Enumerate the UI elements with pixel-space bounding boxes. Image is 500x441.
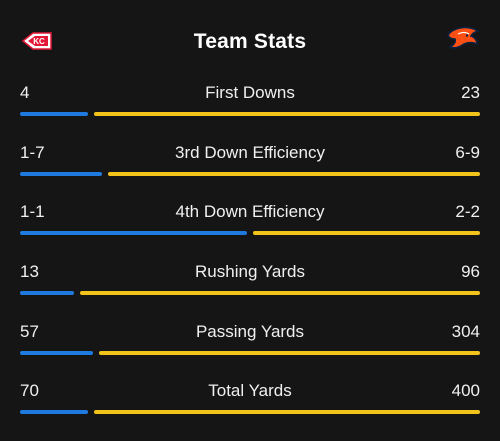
stat-label: First Downs (205, 83, 295, 102)
away-stat-value: 96 (461, 262, 480, 281)
away-stat-value: 304 (451, 322, 480, 341)
away-bar (253, 231, 480, 235)
away-stat-value: 6-9 (455, 143, 480, 162)
comparison-bar (20, 351, 480, 355)
away-stat-value: 2-2 (455, 202, 480, 221)
chiefs-logo-icon: KC (20, 28, 54, 54)
away-stat-value: 23 (461, 83, 480, 102)
stat-row-total-yards: 70 Total Yards 400 (0, 381, 500, 441)
stat-row-rushing-yards: 13 Rushing Yards 96 (0, 262, 500, 322)
comparison-bar (20, 291, 480, 295)
stat-label: 4th Down Efficiency (175, 202, 325, 221)
comparison-bar (20, 231, 480, 235)
team-stats-header: KC Team Stats (0, 0, 500, 86)
stat-label: Passing Yards (195, 322, 305, 341)
comparison-bar (20, 112, 480, 116)
away-stat-value: 400 (451, 381, 480, 400)
home-bar (20, 112, 88, 116)
home-bar (20, 231, 247, 235)
home-stat-value: 4 (20, 83, 30, 102)
away-bar (99, 351, 480, 355)
home-stat-value: 1-1 (20, 202, 45, 221)
away-bar (108, 172, 480, 176)
home-stat-value: 1-7 (20, 143, 45, 162)
away-bar (80, 291, 480, 295)
comparison-bar (20, 410, 480, 414)
home-stat-value: 13 (20, 262, 39, 281)
home-bar (20, 351, 93, 355)
comparison-bar (20, 172, 480, 176)
stat-row-passing-yards: 57 Passing Yards 304 (0, 322, 500, 382)
stat-label: Rushing Yards (195, 262, 305, 281)
home-bar (20, 410, 88, 414)
home-stat-value: 70 (20, 381, 39, 400)
stat-row-4th-down-efficiency: 1-1 4th Down Efficiency 2-2 (0, 202, 500, 262)
away-bar (94, 410, 480, 414)
stat-label: Total Yards (208, 381, 292, 400)
page-title: Team Stats (193, 30, 307, 53)
stat-row-3rd-down-efficiency: 1-7 3rd Down Efficiency 6-9 (0, 143, 500, 203)
broncos-logo-icon (444, 25, 482, 55)
stat-label: 3rd Down Efficiency (175, 143, 325, 162)
home-stat-value: 57 (20, 322, 39, 341)
home-bar (20, 291, 74, 295)
home-bar (20, 172, 102, 176)
svg-text:KC: KC (33, 37, 45, 46)
away-bar (94, 112, 480, 116)
stat-row-first-downs: 4 First Downs 23 (0, 83, 500, 143)
